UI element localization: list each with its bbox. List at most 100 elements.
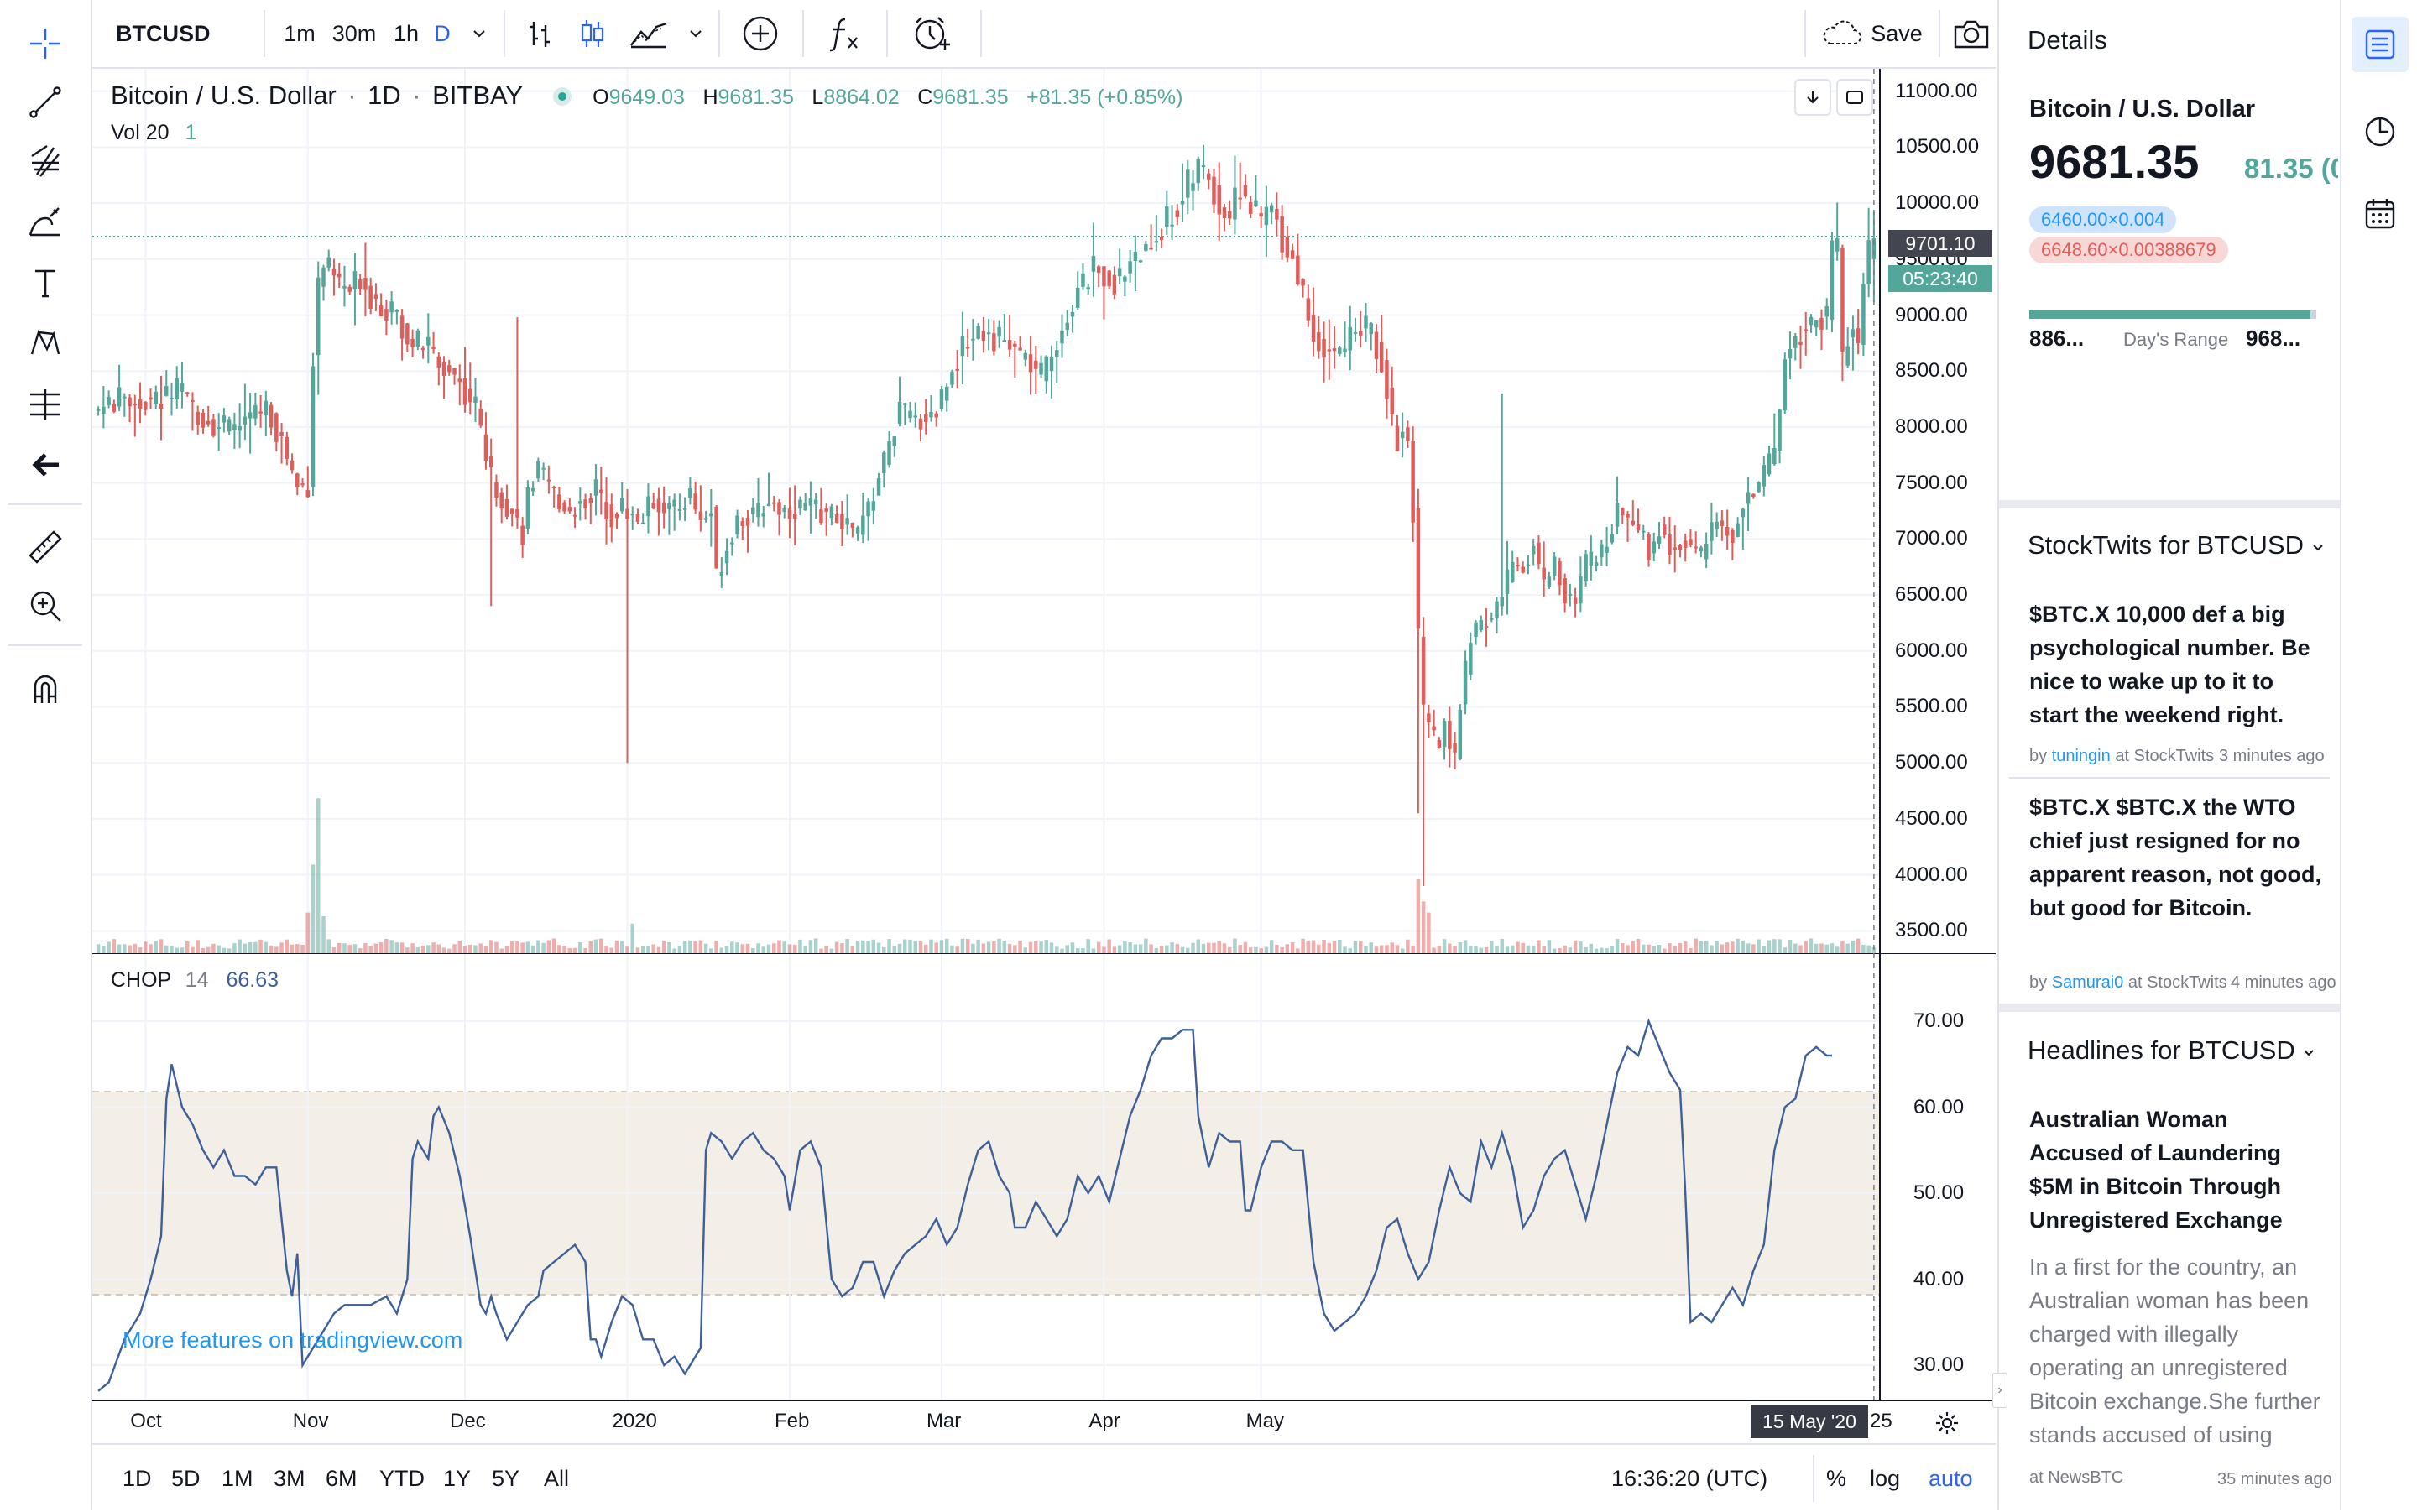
- pitchfork-icon[interactable]: [18, 134, 72, 188]
- candle-body: [462, 378, 467, 405]
- stocktwits-header[interactable]: StockTwits for BTCUSD: [2028, 530, 2325, 560]
- candle-body: [499, 492, 504, 509]
- range-1d-button[interactable]: 1D: [123, 1465, 152, 1491]
- pattern-icon[interactable]: [18, 315, 72, 369]
- interval-1m-button[interactable]: 1m: [284, 20, 316, 46]
- range-1y-button[interactable]: 1Y: [443, 1465, 472, 1491]
- log-scale-button[interactable]: log: [1870, 1465, 1901, 1491]
- range-ytd-button[interactable]: YTD: [379, 1465, 425, 1491]
- alerts-clock-icon[interactable]: [2352, 102, 2409, 158]
- stocktwits-post[interactable]: $BTC.X $BTC.X the WTO chief just resigne…: [2029, 795, 2322, 920]
- candle-body: [426, 336, 431, 346]
- candle-body: [672, 499, 676, 507]
- candle-body: [1479, 620, 1484, 630]
- headline-title[interactable]: Australian Woman Accused of Laundering $…: [2029, 1107, 2283, 1233]
- post-user-link[interactable]: tuningin: [2051, 747, 2111, 765]
- volume-bar: [939, 940, 944, 953]
- volume-bar: [1871, 946, 1877, 953]
- volume-bar: [483, 946, 488, 953]
- volume-bar: [509, 941, 514, 953]
- add-compare-icon[interactable]: [727, 0, 794, 67]
- volume-bar: [488, 940, 493, 953]
- calendar-icon[interactable]: [2352, 186, 2409, 242]
- ruler-icon[interactable]: [18, 520, 72, 574]
- crosshair-icon[interactable]: [18, 17, 72, 70]
- chart-style-chevron-icon[interactable]: [683, 0, 708, 67]
- time-axis[interactable]: Oct Nov Dec 2020 Feb Mar Apr May 15 May '20 25: [92, 1400, 1996, 1445]
- volume-bar: [981, 943, 986, 953]
- volume-bar: [1395, 945, 1400, 953]
- stocktwits-post[interactable]: $BTC.X 10,000 def a big psychological nu…: [2029, 602, 2310, 727]
- volume-bar: [107, 941, 111, 953]
- price-chart[interactable]: [92, 69, 1996, 953]
- range-5d-button[interactable]: 5D: [171, 1465, 201, 1491]
- prediction-icon[interactable]: [18, 378, 72, 431]
- candle-body: [1442, 721, 1447, 748]
- candle-body: [102, 406, 106, 414]
- save-button[interactable]: Save: [1813, 0, 1930, 67]
- settings-gear-icon[interactable]: [1922, 1406, 1972, 1440]
- candle-body: [227, 419, 232, 432]
- volume-bar: [1149, 944, 1153, 953]
- auto-scale-button[interactable]: auto: [1929, 1465, 1973, 1491]
- magnet-icon[interactable]: [18, 663, 72, 717]
- zoom-in-icon[interactable]: [18, 579, 72, 633]
- chart-area[interactable]: Bitcoin / U.S. Dollar · 1D · BITBAY O964…: [92, 69, 1996, 1400]
- volume-bar: [1222, 943, 1227, 953]
- indicators-fx-icon[interactable]: [811, 0, 878, 67]
- interval-1h-button[interactable]: 1h: [393, 20, 420, 46]
- camera-icon[interactable]: [1947, 0, 1996, 67]
- candle-body: [1568, 593, 1573, 596]
- candle-body: [1788, 348, 1793, 359]
- volume-bar: [1757, 939, 1761, 953]
- close-label: C: [917, 86, 933, 109]
- volume-bar: [337, 942, 342, 953]
- percent-scale-button[interactable]: %: [1826, 1465, 1847, 1491]
- range-5y-button[interactable]: 5Y: [492, 1465, 520, 1491]
- candle-body: [1275, 208, 1279, 220]
- collapse-panel-handle[interactable]: ›: [1992, 1373, 2007, 1408]
- watchlist-details-icon[interactable]: [2352, 17, 2409, 72]
- range-6m-button[interactable]: 6M: [326, 1465, 358, 1491]
- text-icon[interactable]: [18, 256, 72, 310]
- candle-body: [1699, 547, 1704, 552]
- candle-body: [185, 392, 190, 394]
- post-user-link[interactable]: Samurai0: [2051, 973, 2124, 992]
- utc-clock[interactable]: 16:36:20 (UTC): [1611, 1465, 1768, 1491]
- alert-clock-icon[interactable]: [895, 0, 970, 67]
- candle-body: [530, 487, 535, 492]
- headlines-header[interactable]: Headlines for BTCUSD: [2028, 1035, 2315, 1066]
- volume-bar: [1259, 948, 1263, 953]
- brush-icon[interactable]: [18, 195, 72, 248]
- candles-style-icon[interactable]: [567, 0, 618, 67]
- volume-bar: [1610, 946, 1615, 953]
- volume-bar: [264, 941, 269, 953]
- arrow-left-icon[interactable]: [18, 438, 72, 492]
- interval-30m-button[interactable]: 30m: [331, 20, 377, 46]
- volume-bar: [358, 948, 363, 953]
- candle-body: [1673, 547, 1677, 550]
- promo-link[interactable]: More features on tradingview.com: [123, 1327, 463, 1353]
- interval-dropdown-chevron-icon[interactable]: [467, 0, 492, 67]
- volume-bar: [1112, 946, 1117, 953]
- trend-line-icon[interactable]: [18, 76, 72, 129]
- chop-indicator-pane[interactable]: [92, 953, 1996, 1400]
- volume-bar: [693, 941, 697, 953]
- candle-body: [1814, 320, 1819, 328]
- maximize-pane-icon[interactable]: [1836, 79, 1873, 116]
- interval-d-button[interactable]: D: [434, 20, 451, 46]
- volume-bar: [1845, 943, 1850, 953]
- volume-bar: [787, 944, 792, 953]
- range-all-button[interactable]: All: [544, 1465, 570, 1491]
- scroll-down-icon[interactable]: [1794, 79, 1831, 116]
- candle-body: [562, 502, 566, 512]
- volume-bar: [1866, 945, 1871, 953]
- bars-style-icon[interactable]: [515, 0, 566, 67]
- candle-body: [557, 494, 561, 509]
- range-3m-button[interactable]: 3M: [274, 1465, 305, 1491]
- candle-body: [761, 513, 765, 517]
- range-1m-button[interactable]: 1M: [222, 1465, 253, 1491]
- candle-body: [1243, 185, 1248, 197]
- compare-chart-icon[interactable]: [619, 0, 678, 67]
- symbol-search-button[interactable]: BTCUSD: [116, 20, 211, 46]
